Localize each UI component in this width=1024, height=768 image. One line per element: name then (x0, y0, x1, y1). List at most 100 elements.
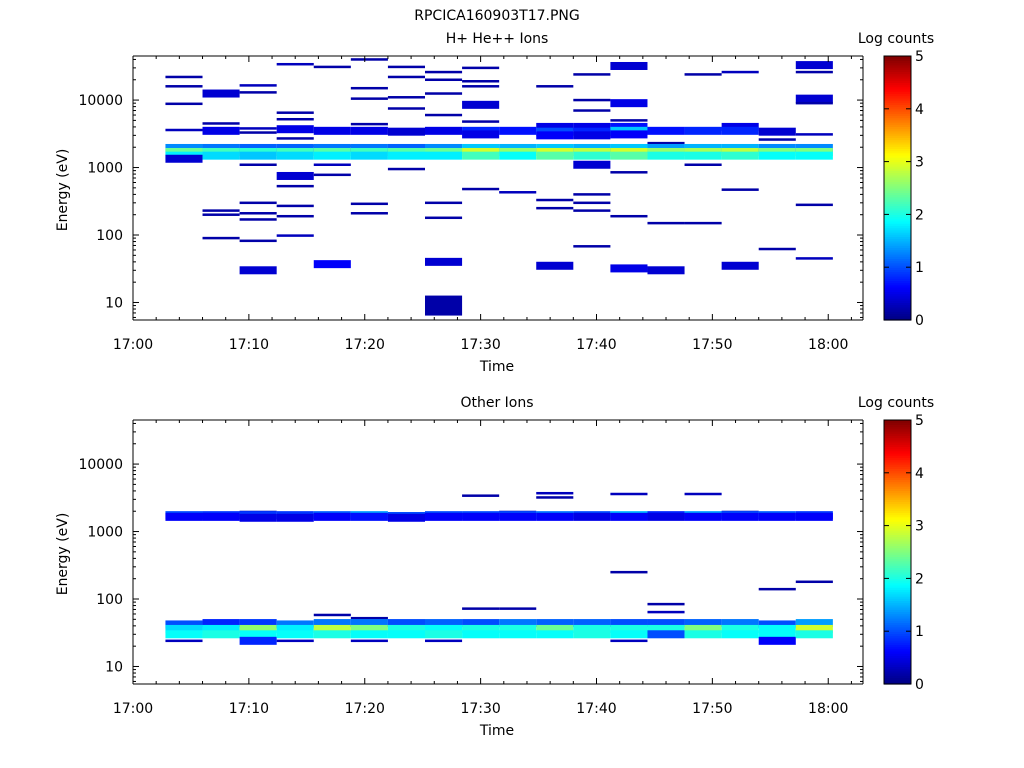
heatmap-cell (684, 151, 722, 160)
colorbar-segment (884, 622, 911, 626)
colorbar-segment (884, 295, 911, 299)
heatmap-cell (350, 212, 388, 215)
colorbar-segment (884, 104, 911, 108)
heatmap-cell (647, 512, 685, 521)
colorbar-segment (884, 276, 911, 279)
heatmap-cell (239, 84, 277, 87)
colorbar-segment (884, 613, 911, 617)
heatmap-cell (795, 61, 833, 70)
heatmap-cell (795, 203, 833, 207)
colorbar-segment (884, 135, 911, 138)
x-tick-label: 17:00 (113, 337, 153, 353)
heatmap-cell (276, 184, 314, 188)
heatmap-cell (610, 151, 648, 160)
colorbar-segment (884, 254, 911, 257)
heatmap-cell (313, 151, 351, 160)
heatmap-cell (313, 143, 351, 152)
colorbar-segment (884, 243, 911, 246)
colorbar-segment (884, 315, 911, 319)
colorbar-segment (884, 508, 911, 511)
colorbar-segment (884, 431, 911, 434)
heatmap-cell (239, 630, 277, 639)
heatmap-cell (239, 624, 277, 633)
colorbar-segment (884, 444, 911, 447)
colorbar-segment (884, 538, 911, 542)
heatmap-cell (758, 151, 796, 160)
heatmap-cell (239, 163, 277, 166)
heatmap-cell (610, 492, 648, 496)
heatmap-cell (536, 206, 574, 210)
heatmap-cell (350, 202, 388, 206)
colorbar-segment (884, 214, 911, 218)
heatmap-cell (647, 221, 685, 225)
heatmap-cell (610, 512, 648, 521)
colorbar-segment (884, 69, 911, 72)
heatmap-cell (684, 126, 722, 135)
colorbar-segment (884, 600, 911, 604)
heatmap-cell (202, 236, 240, 240)
heatmap-cell (684, 512, 722, 521)
heatmap-cell (462, 80, 500, 83)
colorbar-segment (884, 646, 911, 650)
heatmap-cell (202, 151, 240, 160)
colorbar-segment (884, 106, 911, 110)
heatmap-cell (647, 619, 685, 628)
heatmap-cell (795, 133, 833, 136)
heatmap-cell (499, 624, 537, 633)
colorbar-segment (884, 124, 911, 127)
heatmap-cell (573, 98, 611, 102)
heatmap-cell (202, 89, 240, 98)
heatmap-cell (165, 512, 203, 521)
colorbar: 0 1 2 3 4 5 (883, 49, 924, 329)
heatmap-cell (610, 630, 648, 639)
heatmap-cell (462, 100, 500, 109)
colorbar-segment (884, 144, 911, 147)
heatmap-cell (202, 213, 240, 216)
colorbar-segment (884, 157, 911, 160)
heatmap-cell (536, 131, 574, 140)
colorbar-segment (884, 563, 911, 566)
colorbar-segment (884, 580, 911, 584)
heatmap-cell (573, 131, 611, 140)
colorbar-segment (884, 576, 911, 579)
colorbar-segment (884, 527, 911, 531)
heatmap-cell (462, 151, 500, 160)
heatmap-cell (462, 494, 500, 497)
colorbar-segment (884, 644, 911, 648)
heatmap-cell (758, 630, 796, 639)
x-tick-label: 17:30 (460, 337, 500, 353)
colorbar-segment (884, 437, 911, 441)
colorbar-segment (884, 91, 911, 94)
colorbar-segment (884, 174, 911, 178)
colorbar-segment (884, 545, 911, 549)
colorbar-tick-label: 3 (915, 519, 924, 535)
heatmap-cell (647, 630, 685, 639)
heatmap-cell (462, 624, 500, 633)
x-tick-label: 17:40 (576, 701, 616, 717)
heatmap-cell (276, 234, 314, 237)
heatmap-cell (462, 120, 500, 123)
colorbar-segment (884, 172, 911, 176)
heatmap-cell (536, 496, 574, 499)
colorbar-segment (884, 111, 911, 114)
colorbar-segment (884, 271, 911, 275)
heatmap-cell (647, 126, 685, 135)
colorbar-tick-label: 5 (915, 49, 924, 65)
colorbar-label: Log counts (858, 395, 934, 411)
colorbar-segment (884, 119, 911, 123)
heatmap-cell (610, 264, 648, 273)
heatmap-cell (795, 257, 833, 260)
colorbar-segment (884, 199, 911, 202)
colorbar-segment (884, 541, 911, 544)
colorbar-segment (884, 486, 911, 489)
heatmap-cell (758, 143, 796, 152)
colorbar-segment (884, 629, 911, 632)
heatmap-cell (276, 137, 314, 140)
colorbar-segment (884, 494, 911, 498)
heatmap-cell (573, 143, 611, 152)
colorbar-segment (884, 177, 911, 180)
heatmap-cell (499, 191, 537, 194)
heatmap-cell (795, 94, 833, 103)
colorbar-segment (884, 130, 911, 134)
heatmap-cell (350, 624, 388, 633)
